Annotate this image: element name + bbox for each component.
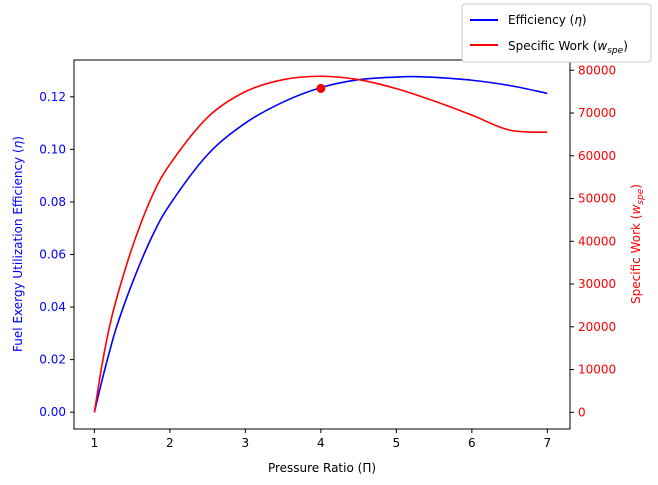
x-axis-title: Pressure Ratio (Π) xyxy=(268,461,376,475)
x-tick-label: 6 xyxy=(468,436,476,450)
left-y-tick-label: 0.06 xyxy=(39,247,66,261)
right-y-tick-label: 10000 xyxy=(578,363,616,377)
right-y-tick-label: 20000 xyxy=(578,320,616,334)
right-y-tick-label: 80000 xyxy=(578,63,616,77)
series-layer xyxy=(93,75,548,413)
x-tick-label: 5 xyxy=(393,436,401,450)
x-tick-label: 1 xyxy=(91,436,99,450)
efficiency-series-line xyxy=(93,75,548,413)
x-tick-label: 2 xyxy=(166,436,174,450)
left-y-axis-ticks: 0.00 0.02 0.04 0.06 0.08 0.10 0.12 xyxy=(39,90,74,419)
x-tick-label: 7 xyxy=(544,436,552,450)
x-tick-label: 3 xyxy=(242,436,250,450)
left-y-tick-label: 0.04 xyxy=(39,300,66,314)
legend-label-specific-work: Specific Work (wspe) xyxy=(508,39,628,56)
left-y-tick-label: 0.00 xyxy=(39,405,66,419)
left-y-tick-label: 0.08 xyxy=(39,195,66,209)
left-y-axis-title: Fuel Exergy Utilization Efficiency (η) xyxy=(11,136,25,352)
right-y-tick-label: 0 xyxy=(578,405,586,419)
left-y-tick-label: 0.12 xyxy=(39,90,66,104)
legend-label-efficiency: Efficiency (η) xyxy=(508,13,587,27)
highlight-point-marker xyxy=(316,83,326,93)
specific-work-series-line xyxy=(93,75,548,413)
left-y-tick-label: 0.02 xyxy=(39,353,66,367)
legend-box xyxy=(461,3,652,63)
right-y-tick-label: 30000 xyxy=(578,277,616,291)
right-y-tick-label: 70000 xyxy=(578,106,616,120)
right-y-axis-ticks: 0 10000 20000 30000 40000 50000 60000 70000 8000… xyxy=(570,63,616,419)
right-y-axis-title: Specific Work (wspe) xyxy=(629,184,646,304)
legend: Efficiency (η) Specific Work (wspe) xyxy=(461,3,652,63)
right-y-tick-label: 50000 xyxy=(578,192,616,206)
x-tick-label: 4 xyxy=(317,436,325,450)
left-y-tick-label: 0.10 xyxy=(39,142,66,156)
right-y-tick-label: 40000 xyxy=(578,234,616,248)
plot-frame xyxy=(73,59,571,430)
x-axis-ticks: 1 2 3 4 5 6 7 xyxy=(91,429,552,450)
right-y-tick-label: 60000 xyxy=(578,149,616,163)
